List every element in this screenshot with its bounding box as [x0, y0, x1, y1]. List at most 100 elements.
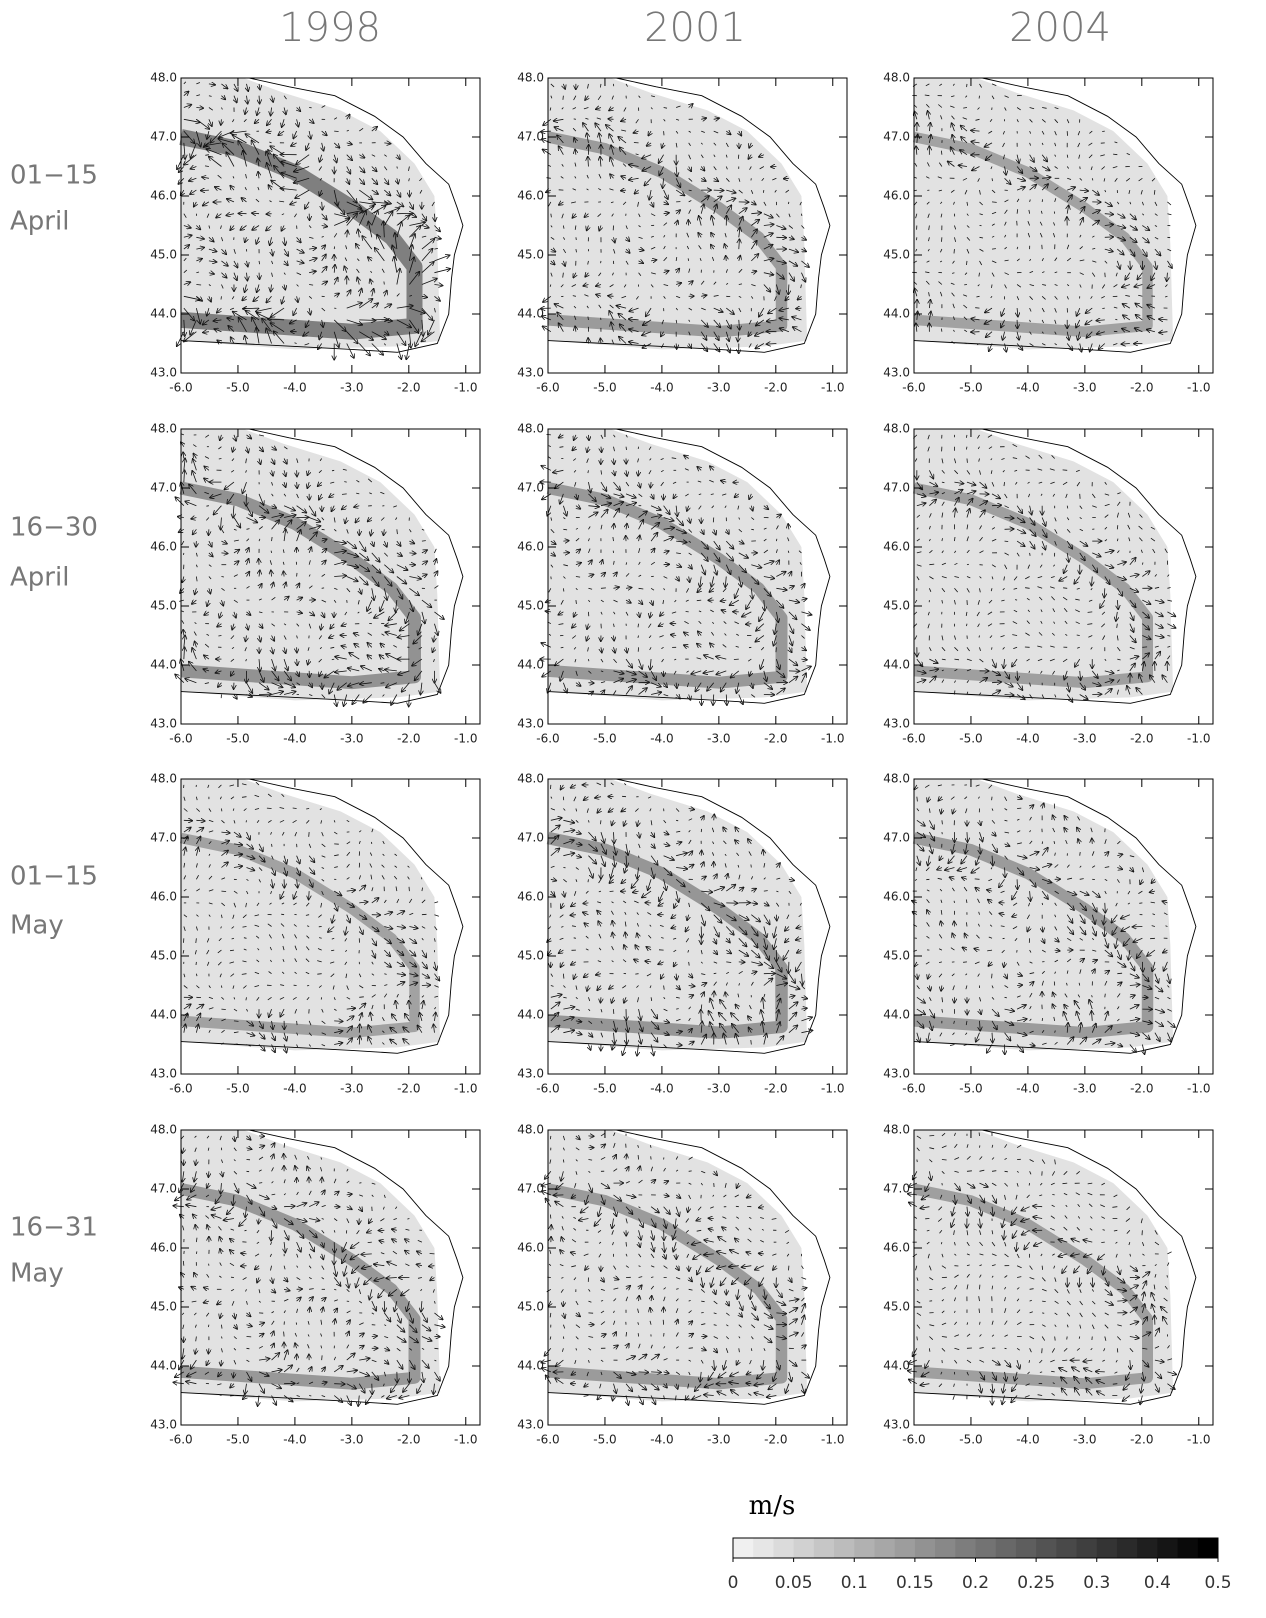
y-tick-label: 43.0	[517, 717, 544, 731]
flow-arrow	[1017, 671, 1018, 680]
flow-arrow	[676, 344, 677, 349]
flow-arrow	[1015, 600, 1017, 601]
row-label: 16−31	[10, 1213, 98, 1243]
flow-arrow	[221, 577, 223, 578]
x-tick-label: -6.0	[536, 381, 559, 395]
flow-arrow	[1130, 261, 1131, 269]
flow-arrow	[551, 214, 552, 218]
x-tick-label: -3.0	[1073, 381, 1096, 395]
map-panel: -6.0-5.0-4.0-3.0-2.0-1.043.044.045.046.0…	[517, 1123, 847, 1447]
flow-arrow	[322, 683, 323, 689]
x-tick-label: -5.0	[593, 1082, 616, 1096]
flow-arrow	[751, 529, 754, 530]
flow-arrow	[992, 285, 993, 288]
flow-arrow	[196, 285, 201, 286]
x-tick-label: -5.0	[959, 732, 982, 746]
map-panel: -6.0-5.0-4.0-3.0-2.0-1.043.044.045.046.0…	[150, 772, 480, 1096]
flow-arrow	[208, 1325, 209, 1327]
x-tick-label: -2.0	[397, 381, 420, 395]
flow-arrow	[206, 506, 209, 507]
y-tick-label: 44.0	[150, 658, 177, 672]
x-tick-label: -5.0	[959, 1082, 982, 1096]
x-tick-label: -5.0	[226, 1433, 249, 1447]
flow-arrow	[344, 482, 346, 483]
flow-arrow	[608, 296, 613, 297]
flow-arrow	[1117, 973, 1122, 974]
flow-arrow	[588, 317, 589, 320]
y-tick-label: 48.0	[517, 71, 544, 85]
x-tick-label: -2.0	[397, 1433, 420, 1447]
flow-arrow	[359, 1024, 360, 1032]
y-tick-label: 48.0	[150, 422, 177, 436]
y-tick-label: 43.0	[883, 1067, 910, 1081]
flow-arrow	[1004, 482, 1005, 486]
flow-arrow	[992, 249, 996, 250]
x-tick-label: -4.0	[283, 1082, 306, 1096]
x-tick-label: -5.0	[593, 732, 616, 746]
x-tick-label: -3.0	[707, 381, 730, 395]
y-tick-label: 47.0	[150, 130, 177, 144]
x-tick-label: -4.0	[1016, 381, 1039, 395]
y-tick-label: 46.0	[883, 890, 910, 904]
flow-arrow	[574, 938, 576, 939]
row-label: April	[10, 207, 69, 237]
x-tick-label: -6.0	[536, 1082, 559, 1096]
x-tick-label: -3.0	[340, 1433, 363, 1447]
flow-arrow	[259, 261, 260, 264]
y-tick-label: 44.0	[150, 1359, 177, 1373]
x-tick-label: -2.0	[1130, 732, 1153, 746]
y-tick-label: 46.0	[150, 1241, 177, 1255]
y-tick-label: 44.0	[517, 658, 544, 672]
flow-arrow	[992, 647, 993, 649]
x-tick-label: -1.0	[454, 381, 477, 395]
map-panel: -6.0-5.0-4.0-3.0-2.0-1.043.044.045.046.0…	[517, 422, 847, 746]
column-title: 1998	[279, 5, 381, 51]
x-tick-label: -5.0	[959, 381, 982, 395]
y-tick-label: 46.0	[150, 189, 177, 203]
y-tick-label: 48.0	[883, 422, 910, 436]
flow-arrow	[208, 1348, 209, 1353]
x-tick-label: -3.0	[340, 381, 363, 395]
flow-arrow	[196, 1251, 197, 1254]
y-tick-label: 44.0	[150, 1008, 177, 1022]
y-tick-label: 43.0	[150, 717, 177, 731]
flow-arrow	[563, 588, 564, 591]
y-tick-label: 47.0	[150, 831, 177, 845]
map-panel: -6.0-5.0-4.0-3.0-2.0-1.043.044.045.046.0…	[883, 772, 1213, 1096]
flow-arrow	[221, 1325, 222, 1329]
x-tick-label: -4.0	[283, 1433, 306, 1447]
flow-arrow	[751, 1348, 752, 1351]
flow-arrow	[954, 537, 955, 541]
y-tick-label: 46.0	[150, 890, 177, 904]
flow-arrow	[1005, 868, 1006, 878]
flow-arrow	[651, 1372, 661, 1373]
flow-arrow	[688, 258, 689, 261]
flow-arrow	[219, 459, 222, 460]
flow-arrow	[689, 1348, 693, 1349]
y-tick-label: 47.0	[883, 130, 910, 144]
y-tick-label: 43.0	[150, 1067, 177, 1081]
flow-arrow	[764, 891, 768, 892]
flow-arrow	[245, 1230, 247, 1231]
flow-arrow	[547, 434, 551, 435]
y-tick-label: 47.0	[150, 1182, 177, 1196]
flow-arrow	[966, 435, 967, 438]
x-tick-label: -6.0	[536, 732, 559, 746]
x-tick-label: -2.0	[1130, 381, 1153, 395]
x-tick-label: -1.0	[454, 732, 477, 746]
flow-arrow	[714, 815, 715, 821]
flow-arrow	[941, 329, 942, 332]
flow-arrow	[259, 1183, 262, 1184]
flow-arrow	[941, 151, 942, 155]
flow-arrow	[638, 624, 639, 628]
flow-arrow	[208, 1171, 209, 1177]
y-tick-label: 43.0	[517, 366, 544, 380]
x-tick-label: -6.0	[169, 381, 192, 395]
x-tick-label: -2.0	[764, 1082, 787, 1096]
y-tick-label: 44.0	[883, 307, 910, 321]
y-tick-label: 45.0	[517, 949, 544, 963]
flow-arrow	[967, 832, 968, 842]
flow-arrow	[1105, 903, 1106, 913]
flow-arrow	[563, 1160, 564, 1163]
y-tick-label: 45.0	[150, 949, 177, 963]
